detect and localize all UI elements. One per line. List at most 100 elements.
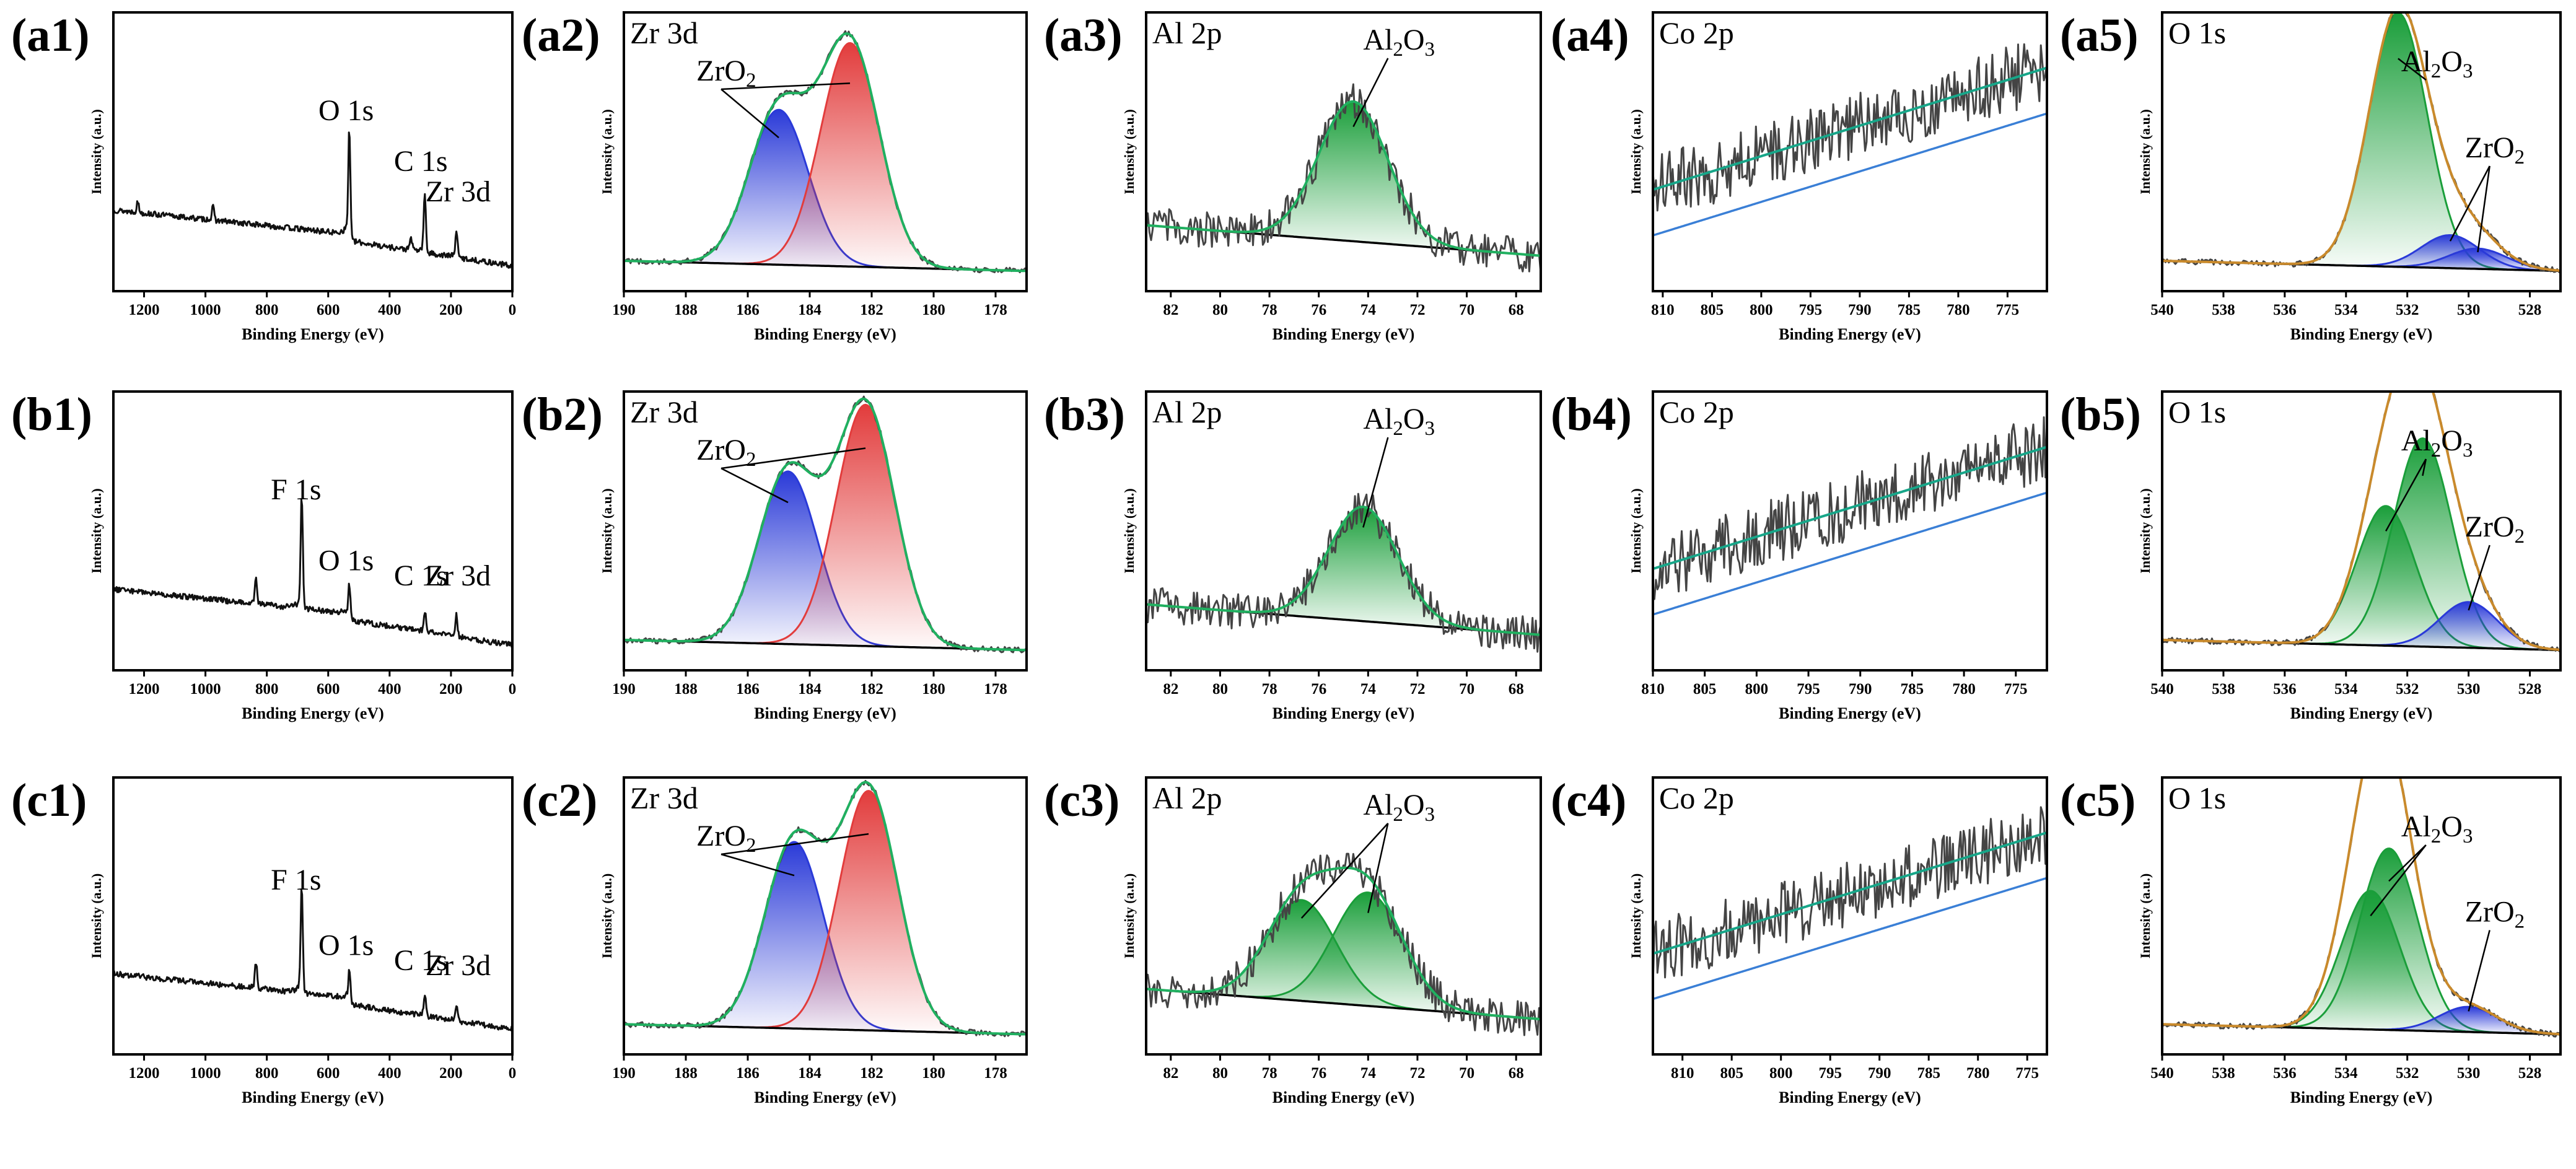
component-annotation: ZrO2 — [2465, 131, 2525, 169]
y-axis-label: Intensity (a.u.) — [1121, 109, 1137, 195]
element-label: Zr 3d — [630, 781, 698, 815]
y-axis-label: Intensity (a.u.) — [89, 873, 104, 959]
x-tick-label: 68 — [1509, 681, 1524, 698]
x-tick-label: 530 — [2457, 1065, 2481, 1082]
plot-frame — [1145, 390, 1542, 672]
x-tick-label: 82 — [1163, 302, 1178, 318]
panel-c5: 540 538 536 534 532 530 528 Binding Energy (eV)… — [2060, 774, 2562, 1106]
panel-c2: 190 188 186 184 182 180 178 Binding Energy (eV)… — [522, 774, 1028, 1106]
component-fill — [625, 790, 1025, 1035]
x-tick-label: 538 — [2212, 681, 2235, 698]
panel-label: (b1) — [11, 388, 92, 440]
x-tick-label: 536 — [2273, 1065, 2297, 1082]
x-tick-label: 68 — [1509, 1065, 1524, 1082]
x-tick-label: 180 — [922, 1065, 945, 1082]
plot-frame — [1145, 11, 1542, 292]
panel-label: (a2) — [522, 9, 600, 61]
y-axis-label: Intensity (a.u.) — [2137, 488, 2153, 574]
component-fill — [1147, 892, 1540, 1020]
x-tick-label: 785 — [1917, 1065, 1940, 1082]
x-axis-label: Binding Energy (eV) — [242, 704, 384, 722]
plot-area — [1147, 852, 1540, 1036]
peak-annotation: F 1s — [271, 864, 321, 896]
plot-area — [625, 779, 1025, 1038]
x-tick-label: 800 — [255, 1065, 279, 1082]
plot-area — [625, 30, 1025, 274]
plot-area — [625, 395, 1025, 654]
component-annotation: ZrO2 — [2465, 895, 2525, 932]
x-axis-label: Binding Energy (eV) — [1273, 1088, 1415, 1106]
x-tick-label: 528 — [2518, 1065, 2542, 1082]
x-tick-label: 540 — [2150, 302, 2174, 318]
element-label: Co 2p — [1659, 781, 1734, 815]
x-tick-label: 188 — [674, 302, 698, 318]
x-tick-label: 76 — [1311, 302, 1326, 318]
x-tick-label: 74 — [1360, 1065, 1377, 1082]
x-tick-label: 190 — [612, 681, 636, 698]
plot-frame — [2161, 776, 2562, 1056]
plot-frame — [2161, 390, 2562, 672]
plot-area — [1654, 806, 2046, 1000]
plot-area — [115, 131, 511, 269]
x-tick-label: 795 — [1797, 681, 1820, 698]
component-annotation: Al2O3 — [1363, 24, 1435, 61]
x-tick-label: 1200 — [129, 681, 160, 698]
panel-label: (b5) — [2060, 388, 2141, 440]
component-fill — [625, 405, 1025, 650]
x-tick-label: 400 — [378, 302, 401, 318]
x-tick-label: 775 — [2015, 1065, 2039, 1082]
x-tick-label: 795 — [1818, 1065, 1842, 1082]
element-label: Zr 3d — [630, 15, 698, 50]
x-tick-label: 78 — [1262, 302, 1277, 318]
panel-label: (c3) — [1044, 774, 1119, 826]
panel-c3: 82 80 78 76 74 72 70 68 Binding Energy (eV) Inten… — [1044, 774, 1542, 1106]
x-tick-label: 80 — [1212, 681, 1228, 698]
panel-a2: 190 188 186 184 182 180 178 Binding Energy (eV)… — [522, 9, 1028, 343]
raw-data — [1654, 806, 2046, 979]
x-tick-label: 76 — [1311, 1065, 1326, 1082]
x-tick-label: 810 — [1651, 302, 1675, 318]
x-tick-label: 0 — [509, 681, 517, 698]
plot-area — [1147, 493, 1540, 653]
plot-frame — [623, 776, 1028, 1056]
x-axis-label: Binding Energy (eV) — [1273, 704, 1415, 722]
x-tick-label: 74 — [1360, 302, 1377, 318]
x-tick-label: 805 — [1720, 1065, 1743, 1082]
x-axis-label: Binding Energy (eV) — [754, 1088, 896, 1106]
component-annotation: ZrO2 — [696, 434, 756, 471]
survey-spectrum — [115, 131, 511, 269]
element-label: O 1s — [2168, 781, 2226, 815]
x-tick-label: 530 — [2457, 302, 2481, 318]
x-axis-label: Binding Energy (eV) — [2290, 325, 2433, 343]
panel-label: (b3) — [1044, 388, 1125, 440]
plot-area — [115, 498, 511, 648]
annotation-leader — [721, 467, 789, 504]
element-label: O 1s — [2168, 395, 2226, 429]
fit-envelope — [1654, 831, 2046, 955]
annotation-leader — [1367, 823, 1389, 913]
x-tick-label: 72 — [1409, 302, 1425, 318]
panel-c1: 1200 1000 800 600 400 200 0 Binding Energy (eV)… — [11, 774, 516, 1106]
peak-annotation: C 1s — [394, 559, 448, 592]
x-tick-label: 78 — [1262, 681, 1277, 698]
survey-spectrum — [115, 888, 511, 1031]
peak-annotation: O 1s — [318, 545, 374, 577]
peak-annotation: O 1s — [318, 929, 374, 962]
x-tick-label: 182 — [860, 681, 883, 698]
component-fill — [2163, 1007, 2559, 1035]
x-tick-label: 790 — [1849, 681, 1872, 698]
element-label: Co 2p — [1659, 15, 1734, 50]
plot-area — [2163, 393, 2559, 653]
x-tick-label: 780 — [1947, 302, 1970, 318]
component-annotation: ZrO2 — [696, 820, 756, 857]
x-tick-label: 780 — [1952, 681, 1976, 698]
x-tick-label: 538 — [2212, 302, 2235, 318]
annotation-leader — [721, 82, 851, 90]
x-tick-label: 82 — [1163, 1065, 1178, 1082]
x-tick-label: 186 — [736, 302, 760, 318]
fit-envelope — [2163, 14, 2559, 272]
fit-envelope — [1147, 866, 1540, 1021]
y-axis-label: Intensity (a.u.) — [89, 109, 104, 195]
plot-frame — [1652, 776, 2048, 1056]
